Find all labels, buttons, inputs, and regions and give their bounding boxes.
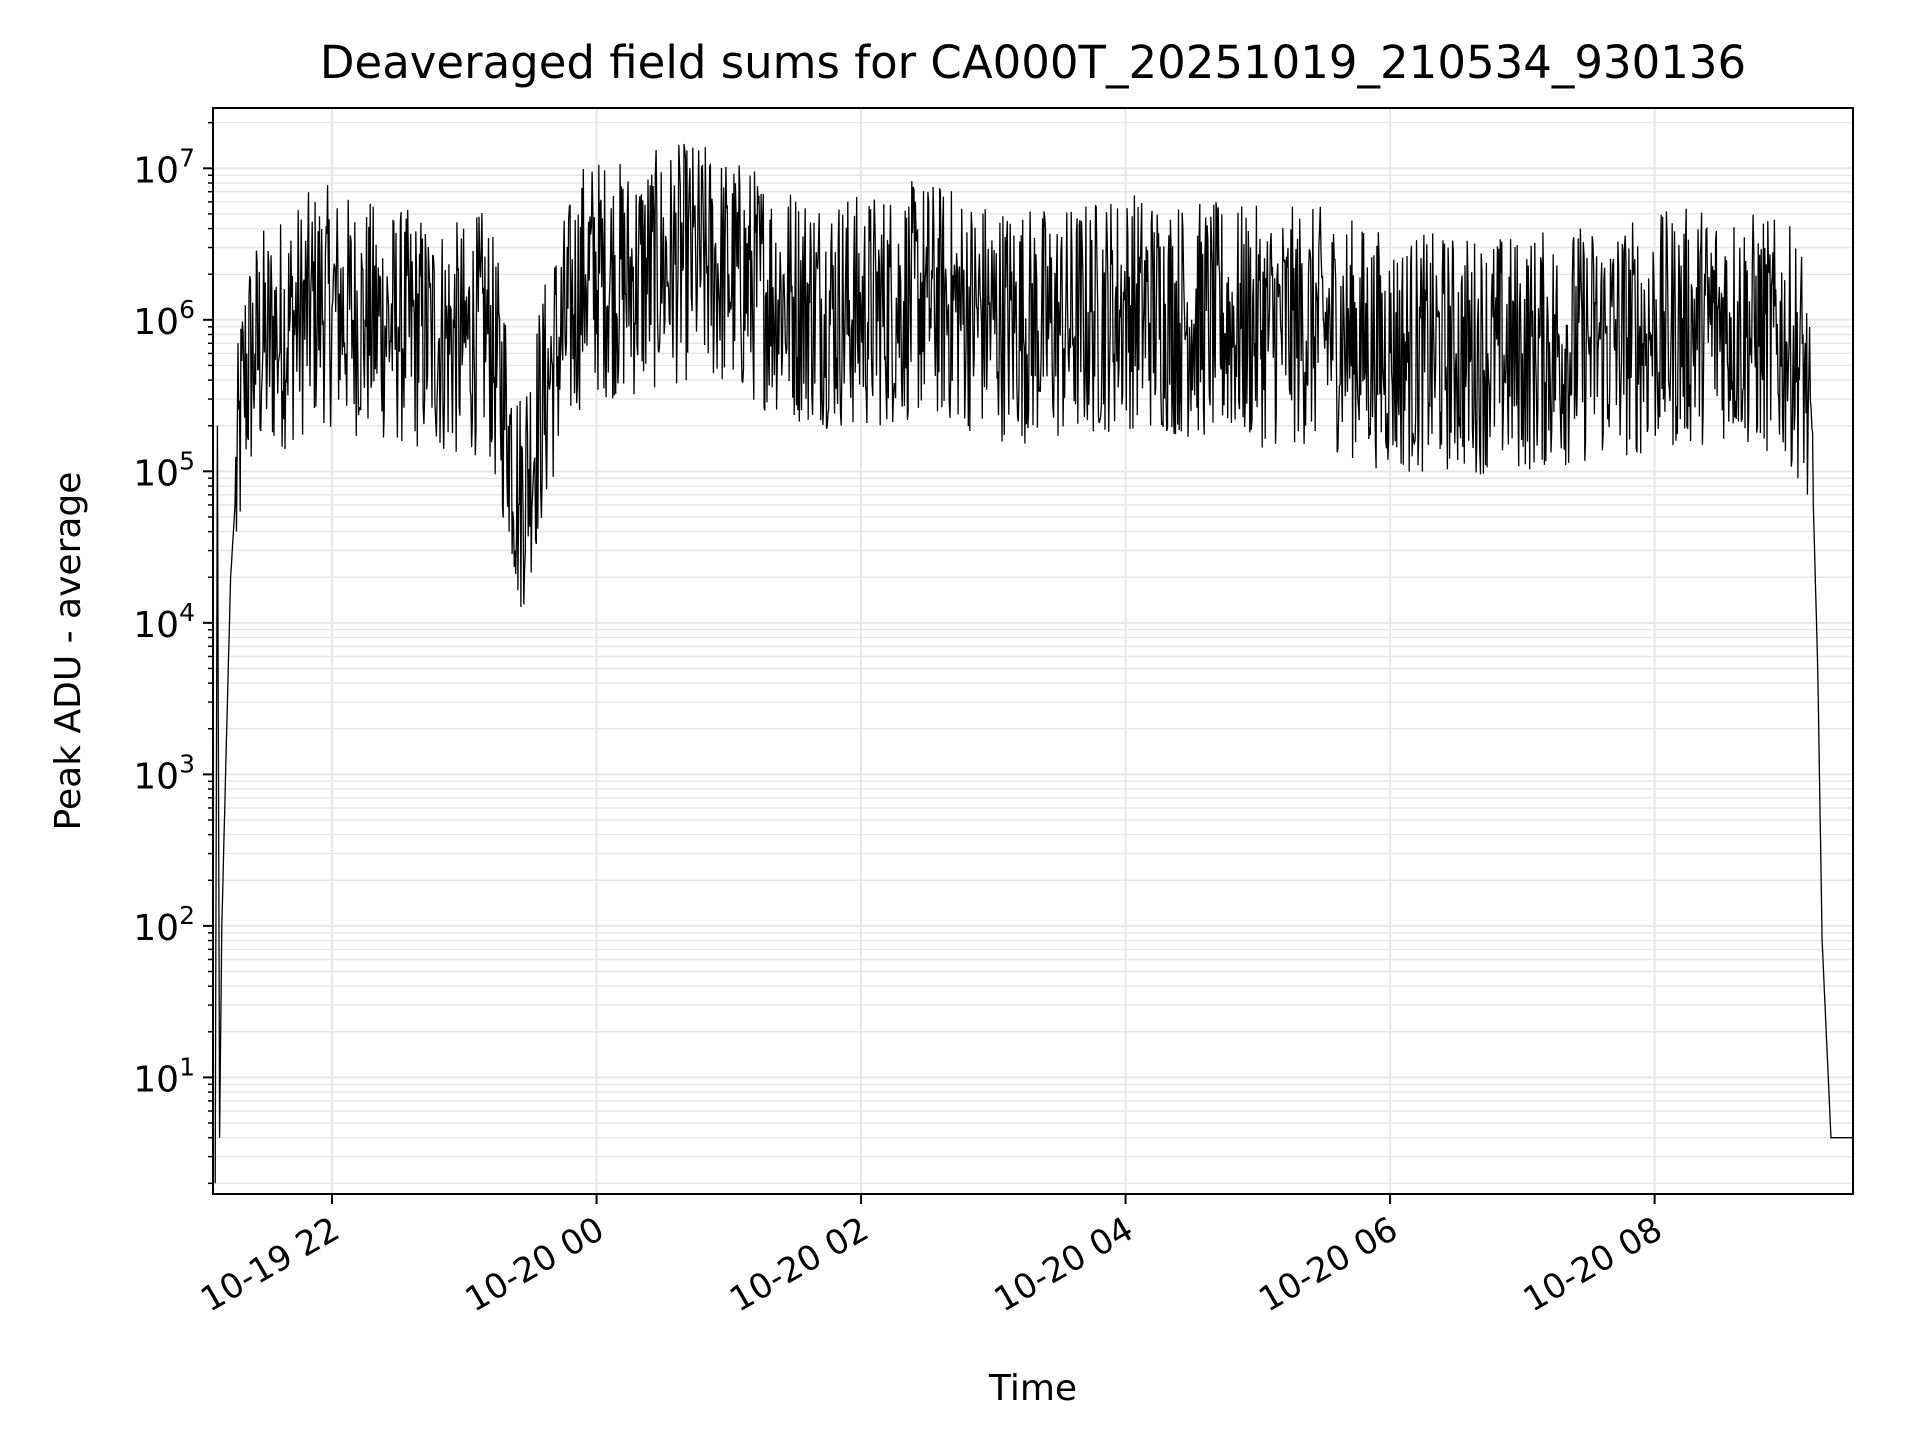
chart-title: Deaveraged field sums for CA000T_2025101… [320,36,1746,89]
grid [213,108,1853,1194]
y-axis-label: Peak ADU - average [48,472,89,831]
y-tick-label: 103 [133,749,195,797]
x-axis-label: Time [988,1368,1077,1409]
series-layer [214,143,1853,1184]
series-line [214,143,1853,1184]
y-tick-label: 102 [133,901,195,949]
y-tick-label: 101 [133,1052,195,1100]
plot-frame [212,107,1854,1195]
y-tick-label: 106 [133,295,195,343]
y-tick-label: 105 [133,446,195,494]
y-tick-label: 107 [133,143,195,191]
y-tick-label: 104 [133,598,195,646]
